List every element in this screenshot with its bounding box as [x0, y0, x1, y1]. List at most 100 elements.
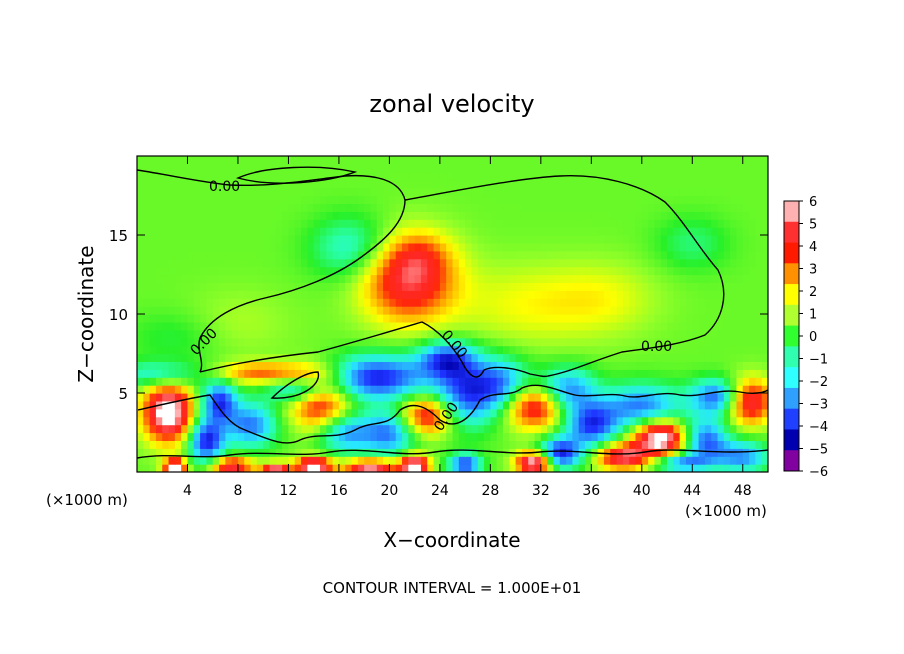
heatmap-cell: [370, 266, 378, 276]
heatmap-cell: [143, 345, 151, 355]
heatmap-cell: [717, 235, 725, 244]
heatmap-cell: [471, 321, 479, 331]
heatmap-cell: [730, 156, 738, 165]
heatmap-cell: [528, 416, 536, 426]
heatmap-cell: [168, 266, 176, 276]
heatmap-cell: [231, 400, 239, 410]
heatmap-cell: [692, 179, 700, 189]
heatmap-cell: [370, 408, 378, 418]
heatmap-cell: [256, 361, 264, 370]
heatmap-cell: [357, 385, 365, 394]
heatmap-cell: [225, 235, 233, 244]
heatmap-cell: [730, 408, 738, 418]
heatmap-cell: [326, 321, 334, 331]
heatmap-cell: [471, 227, 479, 236]
heatmap-cell: [338, 329, 346, 339]
heatmap-cell: [370, 211, 378, 220]
heatmap-cell: [301, 179, 308, 189]
heatmap-cell: [256, 219, 264, 228]
heatmap-cell: [231, 385, 239, 394]
heatmap-cell: [692, 337, 700, 347]
heatmap-cell: [244, 385, 252, 394]
heatmap-cell: [528, 353, 536, 362]
heatmap-cell: [736, 219, 744, 228]
heatmap-cell: [313, 464, 321, 472]
heatmap-cell: [402, 424, 409, 434]
heatmap-cell: [370, 195, 378, 204]
heatmap-cell: [477, 298, 485, 307]
heatmap-cell: [458, 361, 466, 370]
heatmap-cell: [338, 156, 346, 165]
heatmap-cell: [301, 306, 308, 315]
heatmap-cell: [547, 329, 555, 339]
heatmap-cell: [383, 179, 390, 189]
heatmap-cell: [250, 369, 258, 378]
heatmap-cell: [496, 187, 504, 197]
heatmap-cell: [704, 329, 712, 339]
heatmap-cell: [559, 353, 567, 362]
heatmap-cell: [736, 250, 744, 260]
heatmap-cell: [237, 361, 245, 370]
heatmap-cell: [345, 314, 353, 323]
heatmap-cell: [256, 369, 264, 378]
heatmap-cell: [174, 219, 182, 228]
heatmap-cell: [319, 227, 327, 236]
heatmap-cell: [528, 171, 536, 181]
heatmap-cell: [553, 353, 561, 362]
heatmap-cell: [307, 361, 315, 370]
heatmap-cell: [742, 242, 750, 252]
heatmap-cell: [736, 329, 744, 339]
heatmap-cell: [742, 211, 750, 220]
heatmap-cell: [269, 282, 277, 291]
heatmap-cell: [263, 219, 271, 228]
heatmap-cell: [256, 274, 264, 283]
heatmap-cell: [515, 266, 523, 276]
heatmap-cell: [395, 321, 403, 331]
heatmap-cell: [578, 393, 586, 402]
heatmap-cell: [288, 321, 296, 331]
heatmap-cell: [553, 408, 561, 418]
heatmap-cell: [465, 274, 473, 283]
heatmap-cell: [427, 400, 435, 410]
heatmap-cell: [496, 171, 504, 181]
heatmap-cell: [660, 432, 668, 441]
heatmap-cell: [660, 408, 668, 418]
heatmap-cell: [635, 393, 643, 402]
heatmap-cell: [616, 203, 624, 212]
heatmap-cell: [515, 298, 523, 307]
heatmap-cell: [200, 211, 208, 220]
heatmap-cell: [345, 163, 353, 173]
heatmap-cell: [155, 171, 163, 181]
heatmap-cell: [622, 361, 630, 370]
heatmap-cell: [263, 448, 271, 457]
heatmap-cell: [269, 258, 277, 268]
heatmap-cell: [458, 235, 466, 244]
heatmap-cell: [433, 456, 441, 465]
heatmap-cell: [749, 400, 756, 410]
heatmap-cell: [200, 282, 208, 291]
heatmap-cell: [641, 250, 649, 260]
heatmap-cell: [168, 187, 176, 197]
heatmap-cell: [572, 424, 580, 434]
heatmap-cell: [502, 337, 510, 347]
heatmap-cell: [439, 456, 447, 465]
heatmap-cell: [673, 361, 681, 370]
heatmap-cell: [673, 171, 681, 181]
heatmap-cell: [200, 424, 208, 434]
heatmap-cell: [477, 179, 485, 189]
heatmap-cell: [465, 235, 473, 244]
heatmap-cell: [698, 337, 706, 347]
heatmap-cell: [307, 456, 315, 465]
heatmap-cell: [149, 329, 157, 339]
heatmap-cell: [212, 345, 220, 355]
heatmap-cell: [654, 408, 662, 418]
heatmap-cell: [547, 400, 555, 410]
heatmap-cell: [616, 377, 624, 386]
heatmap-cell: [250, 345, 258, 355]
heatmap-cell: [370, 416, 378, 426]
heatmap-cell: [237, 211, 245, 220]
heatmap-cell: [585, 298, 592, 307]
heatmap-cell: [730, 219, 738, 228]
heatmap-cell: [458, 456, 466, 465]
heatmap-cell: [212, 187, 220, 197]
